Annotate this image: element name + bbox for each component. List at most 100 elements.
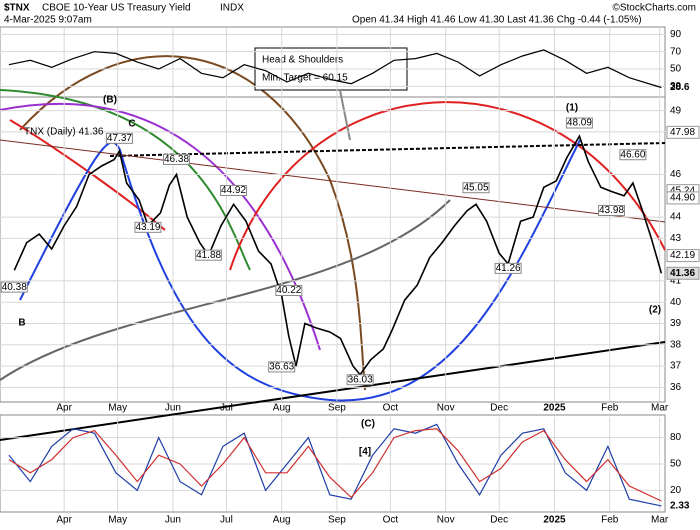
x-tick-label: Apr — [56, 515, 72, 526]
series-line — [13, 134, 663, 376]
point-label-box — [462, 182, 490, 194]
point-label: 46.38 — [164, 154, 189, 165]
price-level-label: 45.24 — [670, 185, 695, 196]
point-label: 43.98 — [599, 205, 624, 216]
y-tick-label: 37 — [670, 361, 682, 372]
price-level-box — [666, 191, 700, 205]
point-label: 44.92 — [221, 185, 246, 196]
y-tick-label: 44 — [670, 212, 682, 223]
y-tick-label: 40 — [670, 297, 682, 308]
symbol: $TNX — [4, 3, 30, 14]
x-tick-label: Nov — [437, 403, 455, 414]
y-tick-label: 41 — [670, 276, 682, 287]
point-label-box — [163, 153, 191, 165]
x-tick-label: Jun — [165, 403, 181, 414]
price-level-label: 42.19 — [670, 250, 695, 261]
point-label: 36.63 — [269, 362, 294, 373]
last-value-label: 28.6 — [670, 82, 690, 93]
legend-entry: TNX (Daily) 41.36 — [24, 127, 104, 138]
price-level-box — [666, 266, 700, 280]
x-tick-label: Dec — [490, 515, 508, 526]
purple-arc — [0, 102, 321, 351]
point-label: 43.19 — [135, 222, 160, 233]
x-tick-label: May — [108, 515, 127, 526]
y-tick-label: 70 — [670, 46, 682, 57]
price-level-box — [666, 125, 700, 139]
x-tick-label: 2025 — [543, 403, 566, 414]
point-label-box — [494, 262, 522, 274]
y-tick-label: 20 — [670, 485, 682, 496]
point-label-box — [220, 184, 248, 196]
exchange: INDX — [220, 3, 244, 14]
x-tick-label: Nov — [437, 515, 455, 526]
y-tick-label: 80 — [670, 432, 682, 443]
point-label: 40.38 — [2, 282, 27, 293]
series-line — [8, 428, 662, 502]
point-label: 48.09 — [567, 118, 592, 129]
y-tick-label: 49 — [670, 105, 682, 116]
y-tick-label: 39 — [670, 318, 682, 329]
x-tick-label: Mar — [651, 515, 669, 526]
point-label-box — [598, 204, 626, 216]
y-tick-label: 36 — [670, 382, 682, 393]
x-tick-label: Jul — [220, 403, 233, 414]
point-label: 41.26 — [496, 263, 521, 274]
y-tick-label: 43 — [670, 233, 682, 244]
brown-arc — [19, 55, 366, 391]
x-tick-label: Jul — [220, 515, 233, 526]
x-tick-label: Apr — [56, 403, 72, 414]
x-tick-label: Oct — [383, 515, 399, 526]
y-tick-label: 90 — [670, 29, 682, 40]
point-label-box — [565, 117, 593, 129]
point-label-box — [195, 249, 223, 261]
ohlc: Open 41.34 High 41.46 Low 41.30 Last 41.… — [352, 15, 642, 26]
wave-label: (C) — [361, 419, 375, 430]
x-tick-label: 2025 — [543, 515, 566, 526]
date: 4-Mar-2025 9:07am — [4, 15, 92, 26]
green-arc — [0, 89, 251, 271]
y-tick-label: 50 — [670, 64, 682, 75]
point-label: 46.60 — [620, 149, 645, 160]
x-tick-label: Feb — [601, 515, 619, 526]
point-label: 47.37 — [107, 133, 132, 144]
y-tick-label: 46 — [670, 169, 682, 180]
x-tick-label: Feb — [601, 403, 619, 414]
gray-arc — [0, 199, 451, 381]
y-tick-label: 50 — [670, 459, 682, 470]
x-tick-label: Jun — [165, 515, 181, 526]
x-tick-label: Dec — [490, 403, 508, 414]
security-name: CBOE 10-Year US Treasury Yield — [42, 3, 191, 14]
wave-label: (B) — [103, 95, 117, 106]
x-tick-label: Aug — [273, 515, 291, 526]
last-value-label: 2.33 — [670, 501, 690, 512]
y-tick-label: 30 — [670, 81, 682, 92]
series-line — [8, 423, 662, 507]
x-tick-label: Oct — [383, 403, 399, 414]
wave-label: (2) — [649, 305, 661, 316]
point-label-box — [275, 285, 303, 297]
point-label: 41.88 — [196, 250, 221, 261]
wave-label: [4] — [359, 447, 371, 458]
point-label: 36.03 — [348, 374, 373, 385]
y-tick-label: 38 — [670, 339, 682, 350]
series-line — [8, 49, 662, 89]
point-label: 45.05 — [464, 182, 489, 193]
price-level-label: 44.90 — [670, 193, 695, 204]
point-label-box — [268, 361, 296, 373]
point-label-box — [134, 221, 162, 233]
callout-line: Min. Target = 60.15 — [262, 73, 348, 84]
wave-label: B — [18, 318, 25, 329]
point-label-box — [105, 132, 133, 144]
callout-line: Head & Shoulders — [262, 55, 343, 66]
price-level-label: 47.98 — [670, 127, 695, 138]
credit: ©StockCharts.com — [612, 3, 696, 14]
price-level-label: 41.36 — [670, 268, 695, 279]
point-label-box — [0, 281, 28, 293]
x-tick-label: Aug — [273, 403, 291, 414]
x-tick-label: May — [108, 403, 127, 414]
price-level-box — [666, 249, 700, 263]
point-label-box — [346, 374, 374, 386]
x-tick-label: Mar — [651, 403, 669, 414]
point-label: 40.22 — [276, 285, 301, 296]
